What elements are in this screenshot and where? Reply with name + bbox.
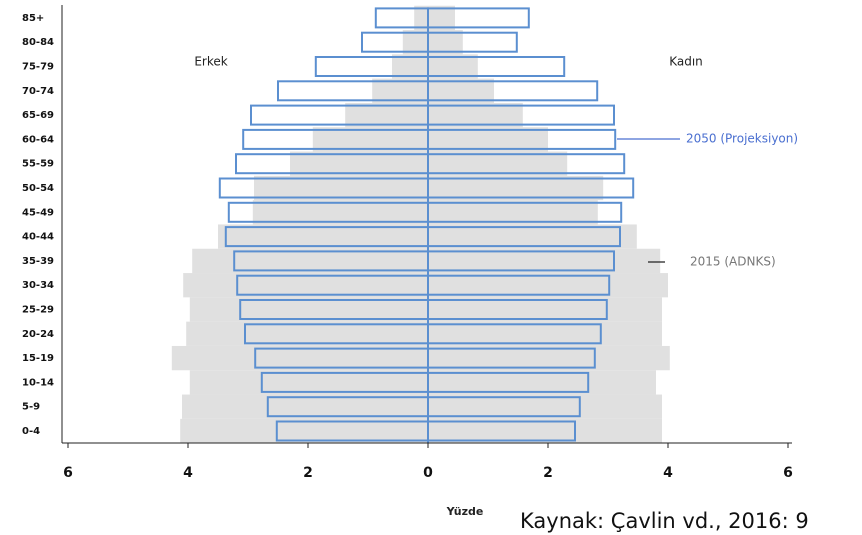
bar-2015 bbox=[428, 370, 656, 395]
age-label: 65-69 bbox=[22, 110, 54, 121]
bar-2015 bbox=[392, 54, 428, 79]
x-tick-label: 0 bbox=[423, 465, 433, 481]
bar-2015 bbox=[428, 418, 662, 444]
bar-2015 bbox=[402, 30, 428, 55]
age-label: 70-74 bbox=[22, 86, 54, 97]
bar-2015 bbox=[428, 175, 604, 201]
bar-2015 bbox=[186, 321, 428, 346]
bar-2015 bbox=[171, 345, 429, 371]
bar-2015 bbox=[312, 127, 428, 152]
bar-2015 bbox=[428, 297, 662, 322]
age-label: 40-44 bbox=[22, 232, 54, 243]
bar-2015 bbox=[192, 248, 428, 274]
bar-2015 bbox=[428, 151, 568, 176]
bar-2015 bbox=[218, 224, 428, 249]
age-label: 55-59 bbox=[22, 159, 54, 170]
age-label: 25-29 bbox=[22, 305, 54, 316]
female-label: Kadın bbox=[669, 55, 703, 69]
bar-2015 bbox=[428, 394, 662, 419]
bar-2015 bbox=[428, 78, 494, 103]
bar-2015 bbox=[290, 151, 428, 176]
bar-2015 bbox=[182, 394, 428, 419]
bar-2015 bbox=[252, 200, 428, 225]
bar-2015 bbox=[428, 345, 670, 371]
bar-2015 bbox=[428, 200, 598, 225]
age-label: 30-34 bbox=[22, 280, 54, 291]
age-label: 45-49 bbox=[22, 207, 54, 218]
x-axis-label: Yüzde bbox=[446, 505, 484, 518]
bar-2015 bbox=[183, 273, 428, 298]
bar-2015 bbox=[428, 102, 523, 128]
x-tick-label: 6 bbox=[63, 465, 73, 481]
x-tick-label: 2 bbox=[303, 465, 313, 481]
age-label: 5-9 bbox=[22, 402, 40, 413]
age-label: 50-54 bbox=[22, 183, 54, 194]
bar-2015 bbox=[428, 30, 463, 55]
age-label: 80-84 bbox=[22, 37, 54, 48]
x-tick-label: 4 bbox=[663, 465, 673, 481]
bar-2015 bbox=[428, 321, 662, 346]
age-label: 35-39 bbox=[22, 256, 54, 267]
age-label: 75-79 bbox=[22, 62, 54, 73]
male-label: Erkek bbox=[194, 55, 227, 69]
bar-2015 bbox=[428, 127, 548, 152]
age-label: 15-19 bbox=[22, 353, 54, 364]
x-tick-label: 4 bbox=[183, 465, 193, 481]
bar-2015 bbox=[428, 273, 668, 298]
age-label: 20-24 bbox=[22, 329, 54, 340]
bar-2015 bbox=[428, 5, 455, 31]
source: Kaynak: Çavlin vd., 2016: 9 bbox=[520, 509, 809, 533]
bar-2015 bbox=[414, 5, 428, 31]
bar-2015 bbox=[428, 224, 637, 249]
x-tick-label: 6 bbox=[783, 465, 793, 481]
bar-2015 bbox=[254, 175, 428, 201]
legend-label: 2050 (Projeksiyon) bbox=[686, 132, 798, 146]
bar-2015 bbox=[428, 248, 661, 274]
bar-2015 bbox=[189, 370, 428, 395]
age-label: 85+ bbox=[22, 13, 44, 24]
age-label: 60-64 bbox=[22, 134, 54, 145]
age-label: 0-4 bbox=[22, 426, 40, 437]
bar-2015 bbox=[180, 418, 428, 444]
bar-2015 bbox=[189, 297, 428, 322]
bar-2015 bbox=[428, 54, 478, 79]
bar-2015 bbox=[372, 78, 428, 103]
age-label: 10-14 bbox=[22, 377, 54, 388]
x-tick-label: 2 bbox=[543, 465, 553, 481]
legend-label: 2015 (ADNKS) bbox=[690, 255, 776, 269]
bar-2015 bbox=[345, 102, 428, 128]
